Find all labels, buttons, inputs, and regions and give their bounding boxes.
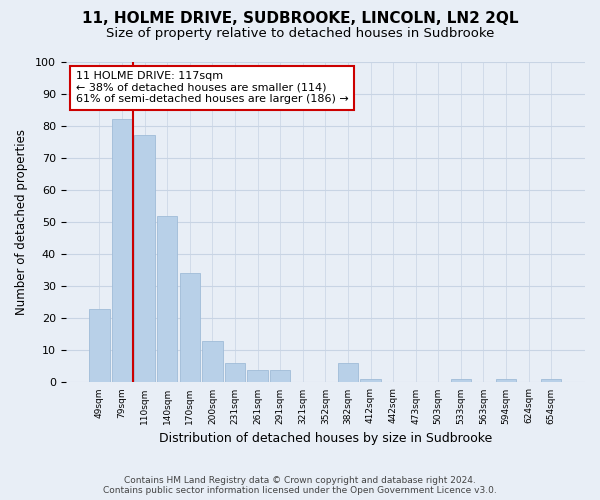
Bar [541,379,562,382]
Text: 11, HOLME DRIVE, SUDBROOKE, LINCOLN, LN2 2QL: 11, HOLME DRIVE, SUDBROOKE, LINCOLN, LN2… [82,11,518,26]
Bar [225,363,245,382]
Y-axis label: Number of detached properties: Number of detached properties [15,129,28,315]
X-axis label: Distribution of detached houses by size in Sudbrooke: Distribution of detached houses by size … [159,432,492,445]
Bar [89,308,110,382]
Bar [202,340,223,382]
Text: Size of property relative to detached houses in Sudbrooke: Size of property relative to detached ho… [106,28,494,40]
Bar [338,363,358,382]
Bar [157,216,178,382]
Bar [361,379,380,382]
Bar [451,379,471,382]
Bar [179,274,200,382]
Bar [134,136,155,382]
Text: 11 HOLME DRIVE: 117sqm
← 38% of detached houses are smaller (114)
61% of semi-de: 11 HOLME DRIVE: 117sqm ← 38% of detached… [76,71,349,104]
Bar [247,370,268,382]
Bar [496,379,516,382]
Bar [112,120,132,382]
Bar [270,370,290,382]
Text: Contains HM Land Registry data © Crown copyright and database right 2024.
Contai: Contains HM Land Registry data © Crown c… [103,476,497,495]
